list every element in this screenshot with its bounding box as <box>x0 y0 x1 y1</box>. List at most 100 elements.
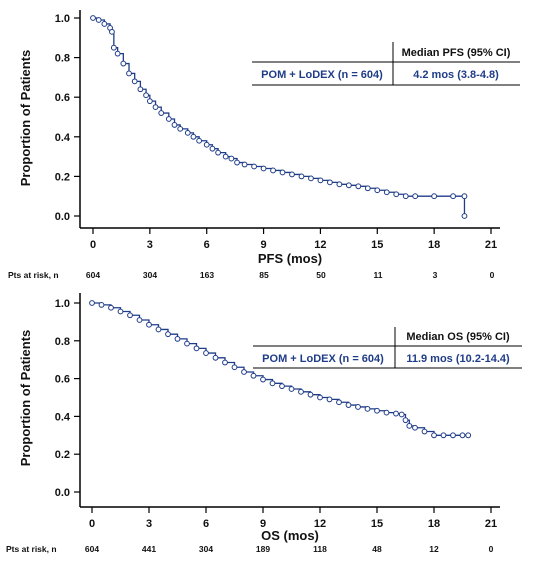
os-censor-marker <box>174 336 181 342</box>
pfs-risk-value: 163 <box>200 270 214 280</box>
pfs-risk-value: 0 <box>490 270 495 280</box>
pfs-censor-marker <box>196 137 203 144</box>
pfs-censor-marker <box>298 173 305 180</box>
os-risk-value: 0 <box>489 544 494 554</box>
os-censor-marker <box>165 331 171 338</box>
os-y-tick-label: 0.6 <box>55 374 70 386</box>
os-risk-value: 189 <box>256 544 270 554</box>
pfs-censor-marker <box>228 155 235 162</box>
pfs-risk-value: 604 <box>86 270 100 280</box>
os-risk-value: 441 <box>142 544 156 554</box>
os-censor-marker <box>383 409 390 416</box>
os-censor-marker <box>288 386 295 392</box>
os-y-axis-title: Proportion of Patients <box>18 330 33 467</box>
os-censor-marker <box>203 350 209 356</box>
pfs-censor-marker <box>120 60 127 67</box>
os-censor-marker <box>336 399 342 406</box>
pfs-censor-marker <box>383 189 390 196</box>
pfs-risk-value: 50 <box>316 270 326 280</box>
os-risk-value: 118 <box>313 544 327 554</box>
os-x-tick-label: 9 <box>260 518 266 530</box>
pfs-risk-value: 3 <box>433 270 438 280</box>
pfs-censor-marker <box>209 145 216 152</box>
pfs-x-tick-label: 18 <box>428 239 440 251</box>
os-y-tick-label: 0.8 <box>55 336 70 348</box>
pfs-y-axis-title: Proportion of Patients <box>18 50 33 187</box>
os-censor-marker <box>402 417 409 424</box>
pfs-risk-value: 304 <box>143 270 157 280</box>
pfs-x-tick-label: 9 <box>261 239 267 251</box>
os-censor-marker <box>184 340 190 347</box>
os-censor-marker <box>155 326 162 333</box>
os-censor-marker <box>146 321 152 328</box>
os-legend-table: Median OS (95% CI) POM + LoDEX (n = 604)… <box>253 327 522 369</box>
os-risk-value: 48 <box>372 544 382 554</box>
os-censor-marker <box>127 312 133 319</box>
os-censor-marker <box>465 432 472 439</box>
os-censor-marker <box>260 376 266 383</box>
os-y-tick-label: 0.0 <box>55 487 70 499</box>
os-censor-marker <box>298 388 304 395</box>
pfs-x-tick-label: 15 <box>371 239 383 251</box>
os-series <box>89 300 472 439</box>
os-censor-marker <box>345 402 352 408</box>
os-legend-header: Median OS (95% CI) <box>406 331 510 343</box>
os-censor-marker <box>193 345 200 352</box>
pfs-censor-marker <box>345 182 352 189</box>
pfs-censor-marker <box>215 149 221 156</box>
pfs-censor-marker <box>114 50 121 57</box>
pfs-y-tick-label: 0.2 <box>55 171 70 183</box>
pfs-censor-marker <box>184 129 191 136</box>
os-censor-marker <box>269 380 276 387</box>
pfs-censor-marker <box>110 44 117 51</box>
pfs-censor-marker <box>203 141 210 148</box>
os-censor-marker <box>98 301 105 308</box>
os-censor-marker <box>307 391 314 398</box>
os-x-tick-label: 6 <box>203 518 209 530</box>
pfs-censor-marker <box>450 193 456 200</box>
pfs-censor-marker <box>234 159 240 166</box>
os-x-tick-label: 3 <box>146 518 152 530</box>
pfs-legend-row-value: 4.2 mos (3.8-4.8) <box>413 69 499 81</box>
pfs-censor-marker <box>95 17 102 23</box>
pfs-censor-marker <box>251 163 257 170</box>
pfs-censor-marker <box>131 78 138 85</box>
pfs-censor-marker <box>308 175 314 182</box>
os-censor-marker <box>231 364 238 371</box>
os-y-axis: 0.0 0.2 0.4 0.6 0.8 1.0 <box>55 298 80 499</box>
pfs-risk-values: 604 304 163 85 50 11 3 0 <box>86 270 495 280</box>
pfs-series <box>90 15 468 219</box>
pfs-censor-marker <box>222 153 229 160</box>
pfs-censor-marker <box>461 193 468 200</box>
pfs-censor-marker <box>165 116 172 122</box>
pfs-y-tick-label: 0.0 <box>55 211 70 223</box>
os-censor-marker <box>317 394 323 401</box>
pfs-censor-marker <box>355 183 362 190</box>
os-censor-marker <box>440 432 447 439</box>
pfs-legend-table: Median PFS (95% CI) POM + LoDEX (n = 604… <box>252 42 520 86</box>
pfs-censor-marker <box>158 110 165 116</box>
pfs-risk-label: Pts at risk, n <box>8 270 59 280</box>
pfs-censor-marker <box>152 104 159 110</box>
os-y-tick-label: 1.0 <box>55 298 70 310</box>
os-censor-marker <box>374 407 380 414</box>
os-risk-values: 604 441 304 189 118 48 12 0 <box>85 544 494 554</box>
os-censor-marker <box>89 300 95 306</box>
os-censor-marker <box>117 308 124 315</box>
pfs-censor-marker <box>241 161 248 168</box>
os-censor-marker <box>212 354 219 361</box>
pfs-y-axis: 0.0 0.2 0.4 0.6 0.8 1.0 <box>55 13 80 223</box>
os-censor-marker <box>279 383 285 390</box>
os-censor-marker <box>241 369 247 375</box>
pfs-y-tick-label: 0.8 <box>55 53 70 65</box>
os-censor-marker <box>222 359 228 366</box>
pfs-censor-marker <box>190 133 197 140</box>
pfs-censor-marker <box>177 125 184 132</box>
os-censor-marker <box>459 432 466 439</box>
pfs-censor-marker <box>412 193 419 200</box>
os-x-tick-label: 0 <box>89 518 95 530</box>
pfs-censor-marker <box>374 187 381 194</box>
pfs-censor-marker <box>270 167 276 174</box>
pfs-x-tick-label: 6 <box>204 239 210 251</box>
